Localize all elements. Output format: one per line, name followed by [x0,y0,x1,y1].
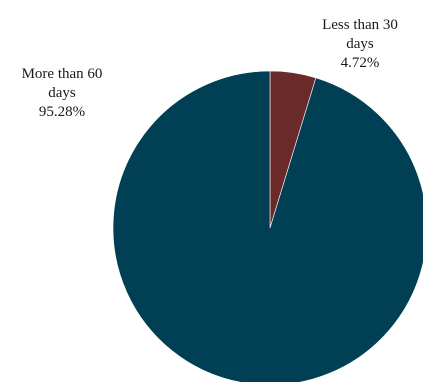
slice-name-line: Less than 30 [322,17,398,33]
slice-percent: 95.28% [39,104,85,120]
slice-name-line: More than 60 [22,66,103,82]
slice-name-line: days [48,85,76,101]
slice-percent: 4.72% [341,55,380,71]
pie-labels: Less than 30 days 4.72% More than 60 days 95.… [22,17,398,120]
slice-label: More than 60 days 95.28% [22,66,103,120]
pie-slice-more-than-60-days [112,70,423,382]
slice-label: Less than 30 days 4.72% [322,17,398,71]
pie-slices [112,70,423,382]
slice-name-line: days [346,36,374,52]
